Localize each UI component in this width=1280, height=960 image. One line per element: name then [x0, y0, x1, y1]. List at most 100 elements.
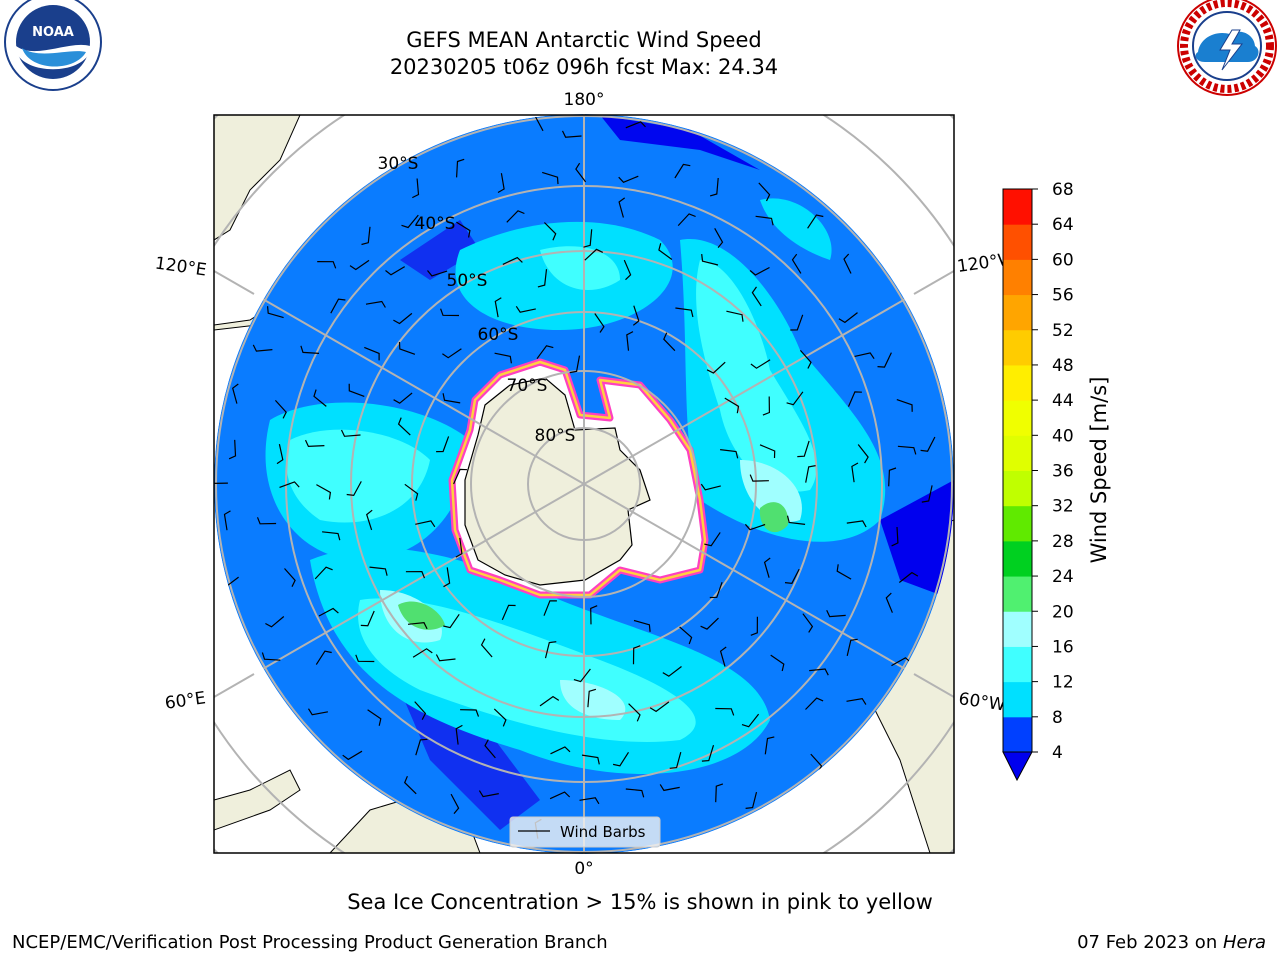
wind-barb: [896, 399, 913, 412]
outer-graticule: [214, 115, 954, 853]
wind-barb: [313, 389, 327, 407]
wind-barb: [478, 790, 499, 798]
wind-barb: [404, 483, 419, 501]
wind-barb: [366, 509, 373, 531]
wind-barb: [583, 229, 593, 248]
wind-barb: [709, 177, 719, 197]
wind-barb: [455, 724, 463, 745]
meridian-label-60e: 60°E: [164, 688, 207, 713]
wind-barb: [714, 228, 724, 248]
wind-barb: [751, 286, 762, 307]
wind-barb: [340, 429, 361, 437]
wind-barb: [427, 270, 448, 277]
wind-barb: [279, 481, 300, 488]
wind-barb: [790, 314, 804, 331]
wind-barb: [214, 476, 228, 485]
wind-barb: [628, 703, 641, 722]
wind-barb: [843, 253, 852, 274]
wind-barb: [898, 571, 919, 583]
wind-barb: [415, 738, 428, 756]
wind-barb: [750, 359, 771, 369]
wind-barb: [626, 331, 634, 351]
wind-barb: [393, 312, 413, 325]
colorbar-bin: [1003, 364, 1032, 401]
meridian-label-0: 0°: [574, 859, 593, 879]
wind-barb: [365, 300, 386, 308]
wind-barb: [435, 654, 456, 662]
colorbar-tick-label: 16: [1052, 637, 1074, 657]
wind-barb: [543, 600, 557, 616]
wind-barb: [799, 350, 812, 369]
wind-barb: [750, 616, 758, 636]
wind-barb: [623, 259, 632, 281]
wind-barb: [543, 222, 557, 241]
wind-barb: [456, 221, 471, 238]
wind-barb: [330, 298, 346, 314]
wind-barb: [720, 449, 739, 459]
parallel-label-60s: 60°S: [478, 325, 519, 345]
meridian-label-120e: 120°E: [154, 254, 208, 281]
colorbar-tick-label: 44: [1052, 391, 1074, 411]
wind-barb: [701, 745, 715, 762]
wind-barb: [361, 226, 371, 246]
wind-barb: [575, 162, 587, 183]
wind-barb: [405, 570, 426, 579]
colorbar-bin: [1003, 470, 1032, 507]
wind-barb: [851, 462, 859, 483]
wind-barb: [515, 305, 536, 313]
wind-barb: [809, 668, 829, 676]
wind-barb: [744, 523, 766, 531]
wind-barb: [581, 754, 600, 765]
wind-barb: [807, 214, 824, 229]
colorbar-bin: [1003, 505, 1032, 542]
wind-barb: [715, 783, 724, 803]
colorbar-bin: [1003, 189, 1032, 225]
wind-barb: [579, 797, 600, 805]
wind-barb: [267, 306, 284, 319]
wind-barb: [265, 616, 285, 628]
wind-barb: [897, 445, 917, 455]
wind-barb: [549, 791, 571, 800]
colorbar-tick-label: 52: [1052, 321, 1074, 341]
wind-barb: [261, 652, 281, 661]
antarctica: [448, 358, 709, 599]
colorbar-tick-label: 28: [1052, 532, 1074, 552]
parallel-label-30s: 30°S: [378, 154, 419, 174]
colorbar-bin: [1003, 540, 1032, 577]
wind-barb: [677, 213, 696, 227]
wind-barb: [625, 121, 646, 129]
wind-barb: [453, 468, 468, 485]
wind-barb: [763, 557, 771, 578]
parallel-label-80s: 80°S: [535, 426, 576, 446]
wind-barb: [346, 481, 362, 497]
colorbar: Wind Speed [m/s] 48121620242832364044485…: [1002, 180, 1111, 782]
wind-barb: [442, 393, 461, 404]
colorbar-tick-label: 4: [1052, 743, 1063, 763]
wind-barb: [318, 607, 339, 617]
wind-barb: [397, 417, 411, 436]
colorbar-tick-label: 40: [1052, 426, 1074, 446]
wind-barb: [719, 646, 727, 667]
wind-barb: [223, 510, 231, 531]
wind-barb: [300, 345, 320, 354]
wind-barb: [537, 269, 548, 288]
wind-barb: [232, 383, 239, 404]
wind-barb: [443, 567, 451, 588]
wind-barb: [436, 436, 450, 453]
wind-barb: [317, 261, 337, 269]
wind-barb: [497, 173, 505, 194]
colorbar-bin: [1003, 716, 1032, 753]
colorbar-bin: [1003, 294, 1032, 331]
wind-barb: [877, 352, 892, 368]
wind-barb: [450, 793, 460, 814]
colorbar-tick-label: 32: [1052, 497, 1074, 517]
wind-barb: [826, 609, 846, 618]
colorbar-bin: [1003, 259, 1032, 296]
wind-barb: [749, 266, 770, 276]
wind-barb: [759, 444, 776, 459]
wind-barb: [536, 345, 554, 360]
wind-barb: [632, 645, 641, 665]
wind-barb: [584, 248, 604, 261]
wind-barb: [857, 444, 869, 464]
wind-barb: [544, 641, 557, 659]
